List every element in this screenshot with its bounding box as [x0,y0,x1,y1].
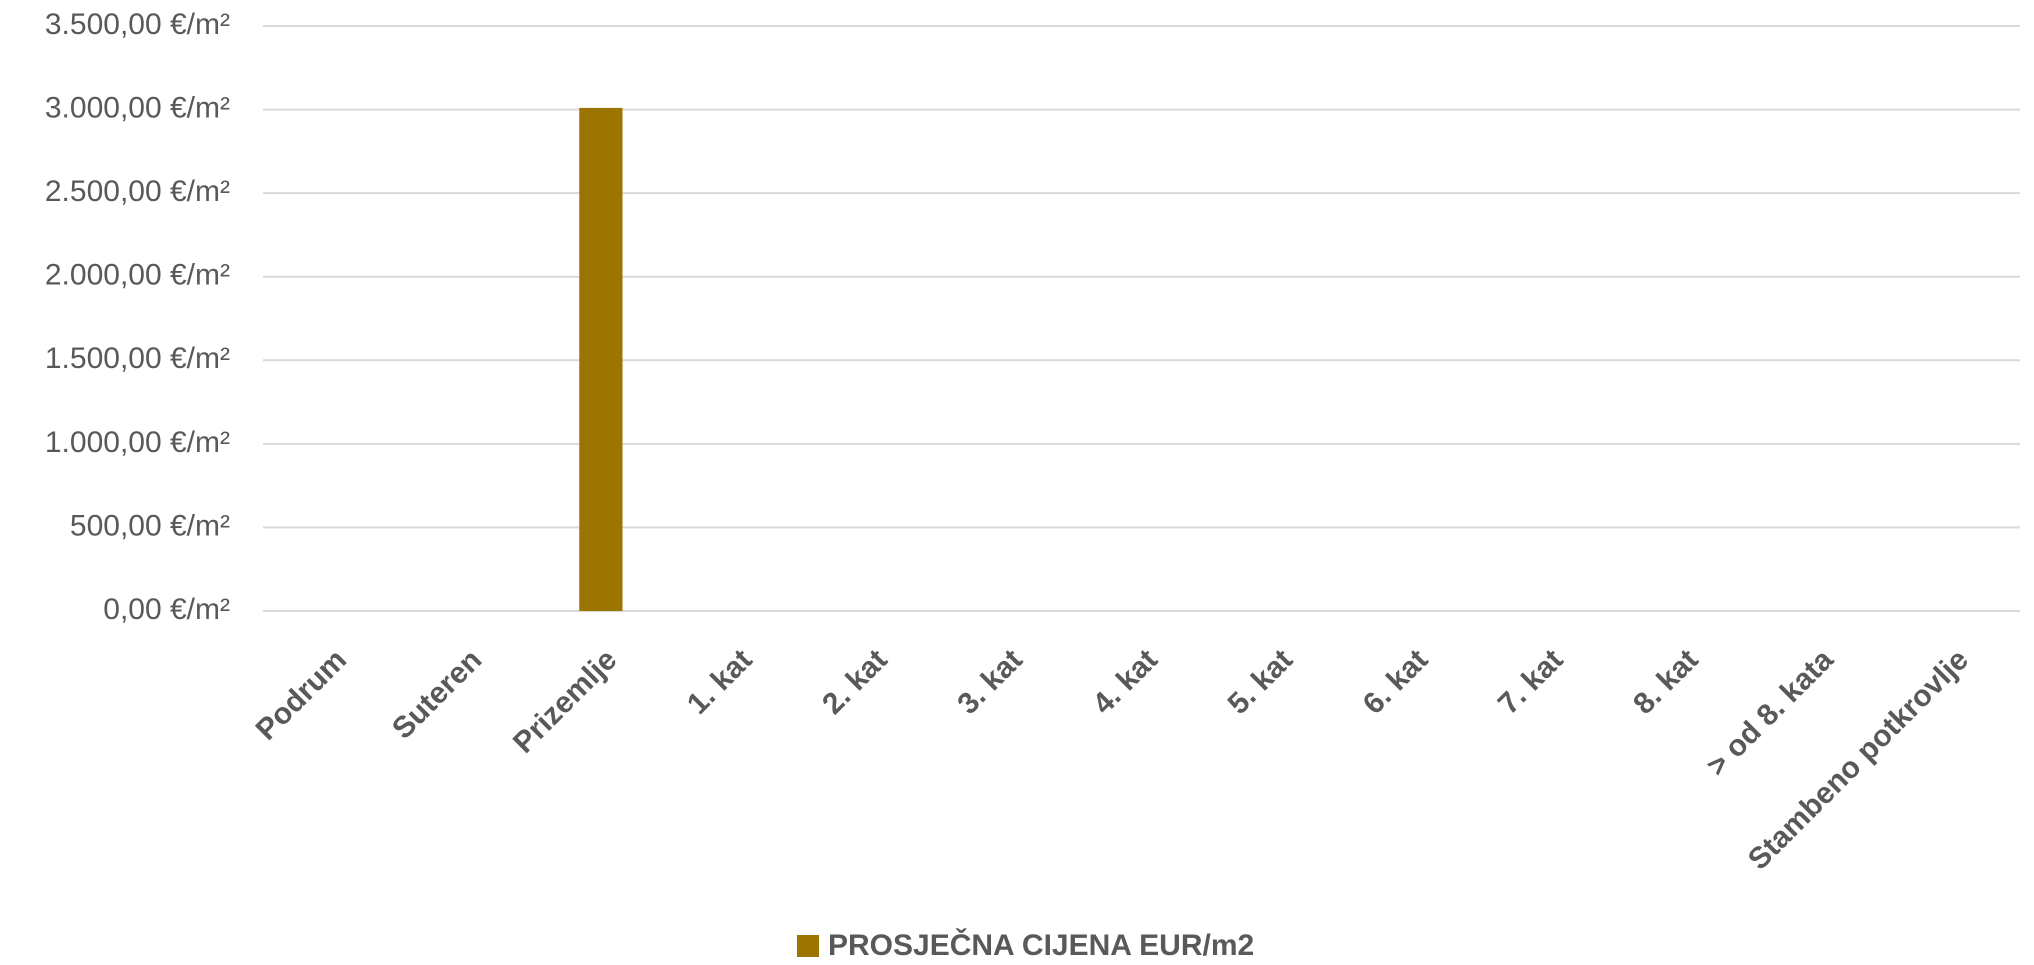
x-tick-label: 3. kat [951,643,1029,721]
y-tick-label: 3.500,00 €/m² [45,8,230,41]
legend-label: PROSJEČNA CIJENA EUR/m2 [828,928,1254,962]
y-tick-label: 500,00 €/m² [70,509,230,542]
legend: PROSJEČNA CIJENA EUR/m2 [797,928,1254,962]
legend-swatch [797,935,819,957]
x-tick-label: 7. kat [1492,643,1570,721]
x-tick-label: 6. kat [1357,643,1435,721]
x-tick-label: Stambeno potkrovlje [1742,643,1975,876]
y-tick-label: 1.000,00 €/m² [45,426,230,459]
y-tick-label: 1.500,00 €/m² [45,342,230,375]
x-tick-label: 4. kat [1086,643,1164,721]
x-tick-label: Prizemlje [507,643,623,759]
bar [579,107,623,612]
y-tick-label: 2.000,00 €/m² [45,259,230,292]
x-tick-label: 1. kat [681,643,759,721]
x-tick-label: Podrum [250,643,353,746]
y-tick-label: 3.000,00 €/m² [45,91,230,124]
x-tick-label: 8. kat [1627,643,1705,721]
x-tick-label: > od 8. kata [1700,643,1840,783]
y-tick-label: 0,00 €/m² [103,593,230,626]
x-tick-label: 2. kat [816,643,894,721]
y-tick-label: 2.500,00 €/m² [45,175,230,208]
x-tick-label: 5. kat [1222,643,1300,721]
x-tick-label: Suteren [386,643,488,745]
